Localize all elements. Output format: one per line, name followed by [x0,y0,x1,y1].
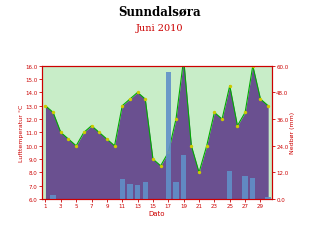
Point [81,131,86,135]
Point [66,138,71,141]
Point [212,111,217,115]
Point [127,98,132,101]
Point [120,104,125,108]
Point [204,144,209,148]
Bar [227,172,232,199]
Point [227,85,232,88]
Bar [243,176,248,199]
Point [243,111,248,115]
Bar [166,73,171,199]
Point [51,111,56,115]
Point [43,104,48,108]
Point [143,98,148,101]
Point [258,98,263,101]
Point [235,124,240,128]
Point [166,151,171,155]
X-axis label: Dato: Dato [148,210,165,216]
Point [266,104,271,108]
Point [58,131,63,135]
Text: Sunndalsøra: Sunndalsøra [119,6,201,19]
Point [150,158,156,161]
Bar [143,183,148,199]
Y-axis label: Lufttemperatur °C: Lufttemperatur °C [19,104,24,161]
Bar [120,179,125,199]
Bar [266,197,271,199]
Bar [127,184,132,199]
Point [112,144,117,148]
Point [104,138,109,141]
Bar [135,185,140,199]
Point [135,91,140,95]
Point [250,65,255,68]
Point [181,58,186,62]
Point [89,124,94,128]
Bar [51,195,56,199]
Point [189,144,194,148]
Point [158,164,163,168]
Bar [181,155,186,199]
Text: Juni 2010: Juni 2010 [136,24,184,33]
Point [173,118,179,121]
Point [196,171,202,174]
Point [220,118,225,121]
Point [97,131,102,135]
Bar [250,178,255,199]
Bar [173,183,179,199]
Y-axis label: Nedbør (mm): Nedbør (mm) [290,112,295,154]
Point [74,144,79,148]
